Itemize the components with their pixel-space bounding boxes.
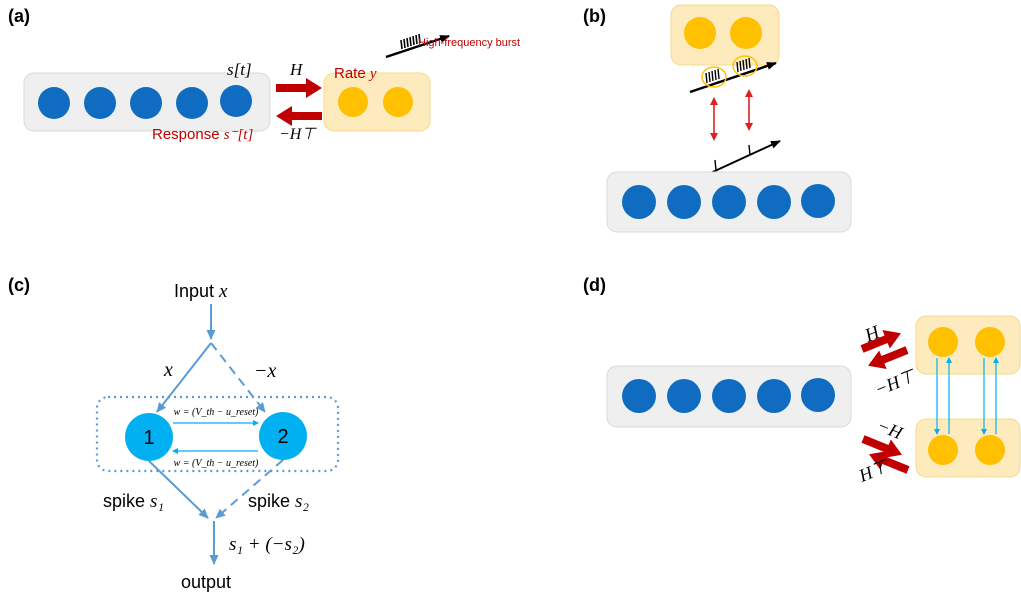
backward-arrow bbox=[869, 450, 910, 474]
input-neuron bbox=[84, 87, 116, 119]
output-neuron bbox=[684, 17, 716, 49]
x-label: x bbox=[163, 359, 173, 381]
panel-a-label: (a) bbox=[8, 6, 30, 26]
output-label: output bbox=[181, 572, 231, 592]
input-neuron bbox=[801, 184, 835, 218]
response-label: Response s⁻[t] bbox=[152, 126, 253, 143]
panel-b-label: (b) bbox=[583, 6, 606, 26]
neuron-pair-group bbox=[95, 395, 340, 473]
burst-label: High-frequency burst bbox=[418, 37, 520, 49]
input-neuron bbox=[622, 379, 656, 413]
panel-c-label: (c) bbox=[8, 275, 30, 295]
input-neuron bbox=[757, 379, 791, 413]
spike-train-label: s[t] bbox=[227, 60, 252, 79]
output-neuron bbox=[730, 17, 762, 49]
neuron-2-label: 2 bbox=[277, 426, 288, 448]
backward-arrow bbox=[868, 346, 909, 370]
input-label: Input x bbox=[174, 281, 228, 302]
h-label: H bbox=[289, 60, 304, 79]
input-neuron bbox=[712, 379, 746, 413]
panel-b: (b) bbox=[583, 4, 852, 233]
input-neuron bbox=[667, 379, 701, 413]
burst-time-arrow bbox=[689, 61, 777, 94]
panel-c: (c) Input x x −x 1 2 w = (V_th − u_reset… bbox=[8, 275, 340, 592]
neg-h-transpose-label: −H⊤ bbox=[279, 126, 317, 143]
forward-arrow bbox=[276, 78, 322, 98]
input-neuron bbox=[38, 87, 70, 119]
input-neuron bbox=[757, 185, 791, 219]
output-neuron bbox=[338, 87, 368, 117]
panel-d-label: (d) bbox=[583, 275, 606, 295]
rate-label: Rate y bbox=[334, 65, 377, 82]
spike-2-label: spike s₂ bbox=[248, 491, 309, 512]
burst-time-arrow bbox=[385, 34, 450, 59]
neg-x-label: −x bbox=[254, 360, 276, 382]
neg-h-transpose-label: −H⊤ bbox=[872, 365, 919, 400]
output-neuron bbox=[928, 327, 958, 357]
positive-branch-arrow bbox=[156, 342, 212, 413]
weight-label-bottom: w = (V_th − u_reset) bbox=[174, 458, 259, 469]
weight-label-top: w = (V_th − u_reset) bbox=[174, 407, 259, 418]
burst-spikes bbox=[705, 57, 751, 84]
neuron-2 bbox=[259, 412, 307, 460]
output-neuron bbox=[975, 435, 1005, 465]
single-spike bbox=[748, 144, 751, 156]
output-neuron bbox=[928, 435, 958, 465]
forward-arrow bbox=[860, 329, 901, 353]
burst-circle bbox=[732, 55, 758, 77]
neuron-1-label: 1 bbox=[143, 427, 154, 449]
input-neuron bbox=[220, 85, 252, 117]
spike-1-label: spike s₁ bbox=[103, 491, 164, 512]
input-neuron bbox=[801, 378, 835, 412]
panel-a: (a) s[t] H Rate y High-frequency burst R bbox=[8, 6, 520, 143]
spike-1-arrow bbox=[148, 460, 209, 519]
spike-time-arrow bbox=[703, 140, 781, 177]
burst-circle bbox=[701, 66, 727, 88]
output-neuron bbox=[975, 327, 1005, 357]
input-neuron bbox=[622, 185, 656, 219]
input-neuron bbox=[712, 185, 746, 219]
neg-h-label: −H bbox=[875, 415, 907, 443]
sum-label: s₁ + (−s₂) bbox=[229, 534, 305, 555]
input-neuron bbox=[667, 185, 701, 219]
burst-spikes bbox=[400, 33, 421, 50]
panel-d: (d) H −H⊤ −H H⊤ bbox=[583, 275, 1021, 486]
output-neuron bbox=[383, 87, 413, 117]
single-spike bbox=[714, 159, 717, 171]
forward-arrow bbox=[861, 435, 902, 459]
neuron-1 bbox=[125, 413, 173, 461]
input-neuron bbox=[130, 87, 162, 119]
input-neuron bbox=[176, 87, 208, 119]
backward-arrow bbox=[276, 106, 322, 126]
